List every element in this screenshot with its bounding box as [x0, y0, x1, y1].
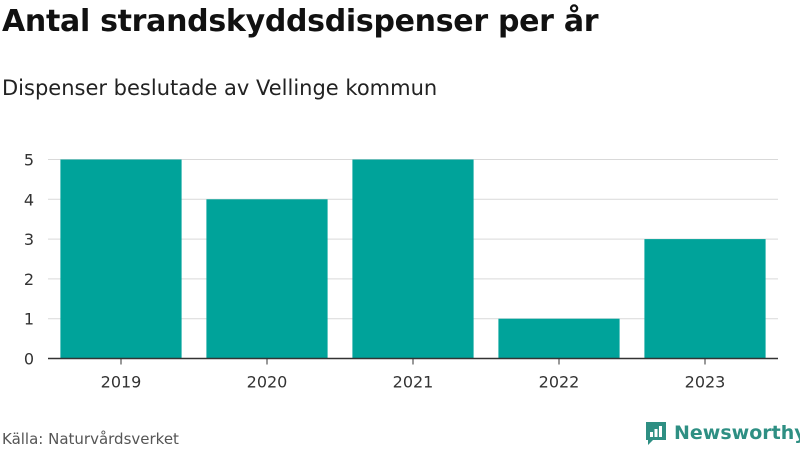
bar: [60, 159, 182, 359]
y-tick-label: 5: [24, 151, 34, 170]
y-tick-label: 4: [24, 190, 34, 209]
x-tick-label: 2020: [247, 373, 288, 392]
x-tick-label: 2021: [393, 373, 434, 392]
x-tick-label: 2023: [685, 373, 726, 392]
brand-name: Newsworthy: [674, 422, 800, 444]
chart-title: Antal strandskyddsdispenser per år: [2, 4, 599, 39]
bar: [352, 159, 474, 359]
bar: [498, 318, 620, 359]
brand-logo: Newsworthy: [644, 420, 800, 446]
newsworthy-logo-icon: [646, 422, 666, 445]
bar: [206, 199, 328, 359]
chart-subtitle: Dispenser beslutade av Vellinge kommun: [2, 76, 438, 100]
x-tick-label: 2019: [101, 373, 142, 392]
y-tick-label: 3: [24, 230, 34, 249]
y-tick-label: 1: [24, 310, 34, 329]
source-note: Källa: Naturvårdsverket: [2, 430, 179, 448]
y-tick-label: 0: [24, 350, 34, 369]
bar-chart: 0 1 2 3 4 5 2019 2020 2021 2022 2023: [24, 151, 778, 392]
bar: [644, 239, 766, 359]
y-tick-label: 2: [24, 270, 34, 289]
x-tick-label: 2022: [539, 373, 580, 392]
